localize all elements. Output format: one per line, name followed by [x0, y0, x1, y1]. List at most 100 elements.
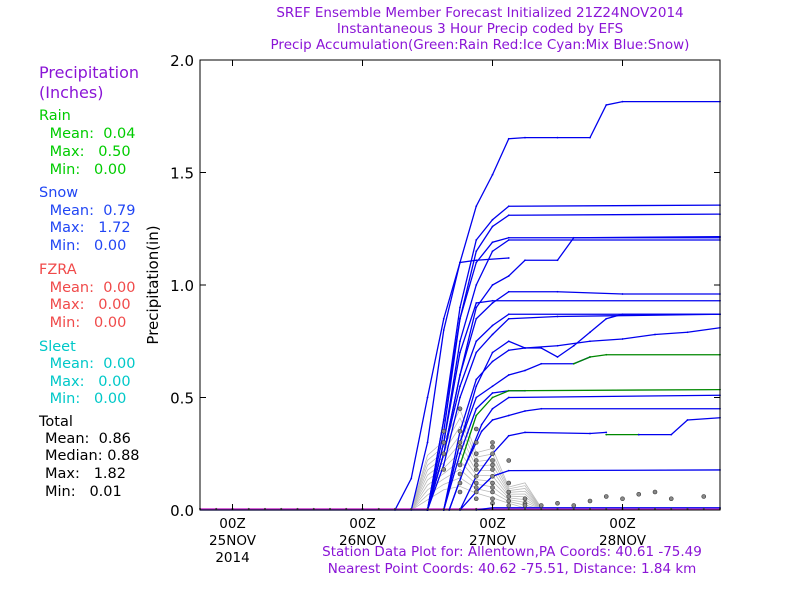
snow-label: Snow — [39, 185, 79, 201]
instant-dot — [636, 491, 642, 497]
baseline-dot — [280, 507, 283, 510]
snow-accum-point — [507, 469, 510, 472]
total-max: Max: 1.82 — [45, 466, 126, 482]
snow-accum-point — [491, 250, 494, 253]
instant-dot — [473, 451, 479, 457]
snow-accum-point — [475, 340, 478, 343]
instant-dot — [457, 428, 463, 434]
snow-accum-point — [475, 378, 478, 381]
header-legend-note: Precip Accumulation(Green:Rain Red:Ice C… — [270, 37, 690, 53]
y-tick-label: 0.5 — [170, 390, 194, 408]
snow-accum-point — [426, 441, 429, 444]
instant-precip-dots — [199, 406, 721, 510]
snow-accum-point — [572, 236, 575, 239]
snow-accum-point — [475, 385, 478, 388]
x-tick-label: 00Z — [609, 516, 635, 532]
baseline-dot — [345, 507, 348, 510]
instant-dot — [473, 462, 479, 468]
snow-accum-point — [507, 275, 510, 277]
snow-accum-point — [459, 261, 461, 264]
baseline-dot — [426, 507, 429, 510]
snow-accum-point — [556, 136, 559, 139]
sleet-mean: Mean: 0.00 — [45, 356, 136, 372]
snow-accum-point — [524, 369, 526, 372]
snow-accum-point — [507, 214, 510, 217]
fzra-min: Min: 0.00 — [45, 315, 127, 331]
baseline-dot — [654, 507, 656, 510]
snow-accum-point — [605, 317, 608, 320]
instant-dot — [620, 496, 625, 502]
instant-dot — [538, 503, 544, 508]
snow-accum-point — [475, 261, 478, 264]
sleet-min: Min: 0.00 — [45, 391, 127, 407]
snow-accum-point — [459, 374, 461, 376]
x-tick-label: 00Z — [479, 516, 505, 532]
snow-accum-point — [475, 302, 478, 304]
header-subtitle: Instantaneous 3 Hour Precip coded by EFS — [336, 21, 624, 37]
snow-accum-point — [475, 239, 478, 241]
snow-accum-point — [670, 433, 673, 436]
snow-accum-point — [475, 259, 478, 262]
snow-accum-point — [491, 407, 494, 410]
footer-station: Station Data Plot for: Allentown,PA Coor… — [322, 544, 702, 560]
snow-accum-point — [589, 136, 591, 139]
baseline-dot — [329, 507, 331, 510]
snow-accum-point — [524, 259, 526, 262]
total-label: Total — [39, 414, 73, 430]
total-min: Min: 0.01 — [45, 484, 122, 500]
baseline-dot — [540, 507, 543, 510]
snow-accum-point — [491, 333, 494, 336]
baseline-dot — [394, 507, 396, 510]
x-tick-label: 27NOV — [469, 533, 517, 549]
snow-accum-point — [621, 338, 624, 340]
y-tick-label: 1.5 — [170, 165, 194, 183]
snow-accum-point — [507, 396, 510, 399]
snow-accum-point — [459, 340, 461, 343]
snow-accum-point — [491, 324, 494, 327]
snow-accum-point — [556, 290, 559, 293]
snow-accum-point — [491, 218, 494, 221]
y-tick-label: 2.0 — [170, 52, 194, 70]
y-tick-label: 0.0 — [170, 502, 194, 520]
snow-accum-point — [464, 464, 467, 466]
snow-max: Max: 1.72 — [45, 220, 131, 236]
snow-accum-point — [556, 356, 559, 358]
x-tick-label: 28NOV — [599, 533, 647, 549]
snow-accum-point — [475, 284, 478, 286]
instant-dot — [490, 440, 495, 445]
x-tick-label: 25NOV — [209, 533, 257, 549]
y-axis-label: Precipitation(in) — [144, 225, 162, 344]
snow-accum-point — [491, 302, 494, 304]
snow-accum-point — [426, 396, 429, 399]
snow-accum-point — [507, 290, 510, 293]
snow-accum-point — [637, 433, 640, 436]
instant-dot — [441, 467, 447, 472]
snow-accum-point — [491, 360, 494, 363]
rain-label: Rain — [39, 108, 71, 124]
x-tick-label: 00Z — [219, 516, 245, 532]
fzra-mean: Mean: 0.00 — [45, 280, 136, 296]
snow-accum-point — [556, 344, 559, 347]
instant-dot — [490, 480, 495, 486]
rain-accum-point — [605, 353, 608, 356]
snow-accum-point — [491, 351, 494, 354]
rain-mean: Mean: 0.04 — [45, 126, 136, 142]
snow-accum-point — [459, 385, 461, 388]
snow-accum-point — [572, 344, 575, 347]
baseline-dot — [589, 507, 591, 510]
instant-dot — [473, 489, 479, 495]
baseline-dot — [215, 507, 218, 510]
snow-accum-point — [654, 333, 656, 336]
snow-accum-point — [507, 205, 510, 208]
baseline-dot — [524, 507, 526, 510]
instant-dot — [473, 473, 479, 479]
instant-dot — [490, 473, 495, 479]
snow-accum-point — [605, 431, 608, 434]
snow-accum-line — [426, 237, 720, 511]
snow-accum-point — [556, 259, 559, 262]
baseline-dot — [702, 507, 705, 510]
snow-accum-line — [448, 394, 721, 511]
snow-accum-point — [491, 173, 494, 176]
snow-accum-point — [524, 347, 526, 349]
snow-accum-point — [556, 315, 559, 318]
